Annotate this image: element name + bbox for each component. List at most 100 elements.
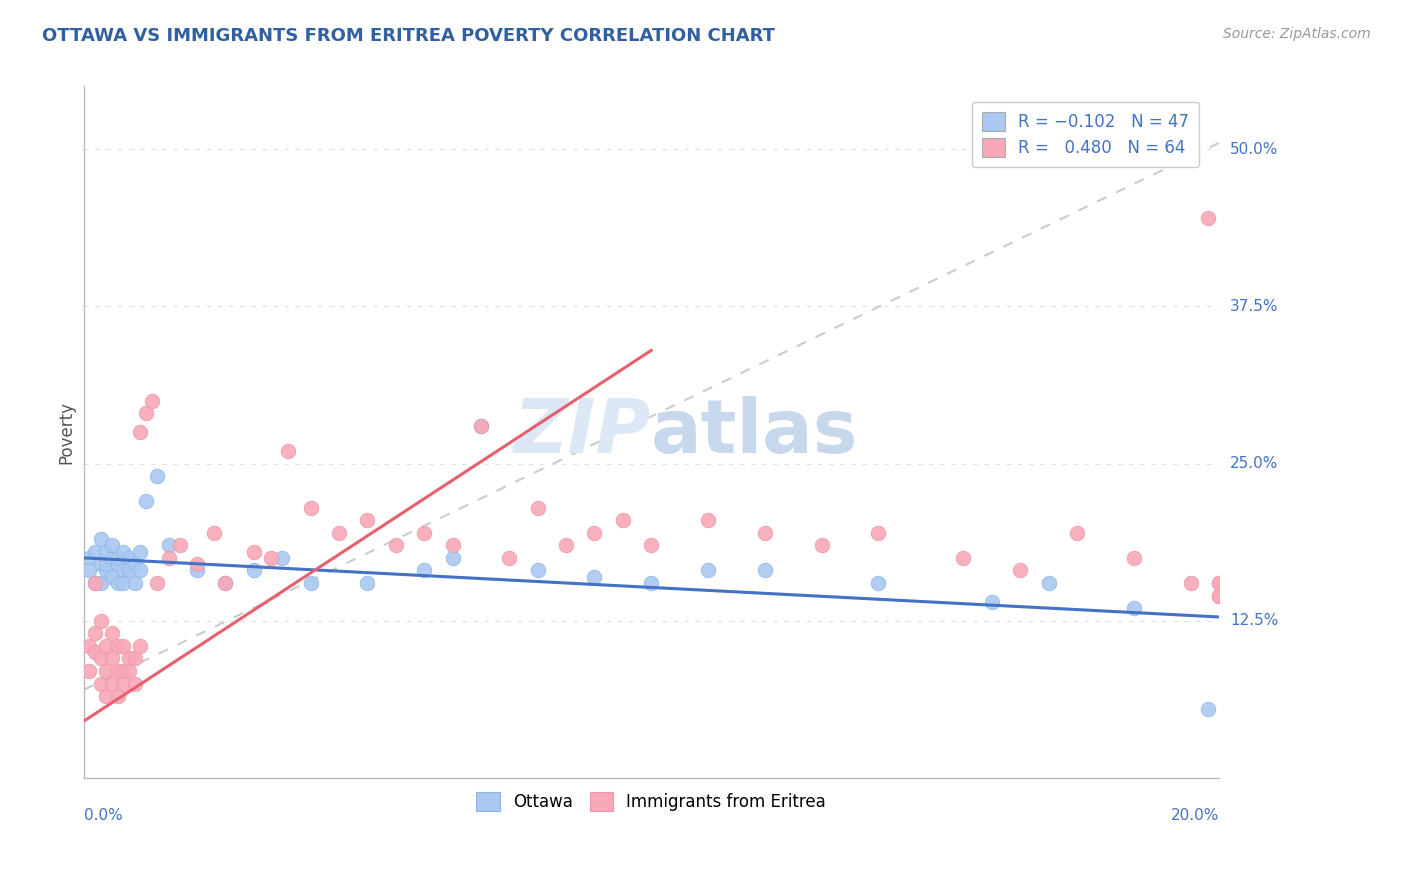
Point — [83, 626, 105, 640]
Point — [413, 564, 436, 578]
Point — [129, 639, 152, 653]
Point — [1122, 601, 1144, 615]
Point — [96, 639, 118, 653]
Point — [124, 651, 146, 665]
Point — [96, 564, 118, 578]
Text: 37.5%: 37.5% — [1230, 299, 1278, 314]
Point — [214, 576, 236, 591]
Point — [112, 564, 135, 578]
Point — [470, 418, 492, 433]
Point — [952, 550, 974, 565]
Point — [118, 564, 141, 578]
Point — [96, 664, 118, 678]
Point — [583, 525, 606, 540]
Point — [90, 676, 112, 690]
Point — [107, 639, 129, 653]
Point — [810, 538, 832, 552]
Point — [1208, 576, 1230, 591]
Point — [583, 570, 606, 584]
Point — [101, 570, 124, 584]
Point — [1197, 211, 1219, 226]
Point — [129, 544, 152, 558]
Point — [868, 525, 890, 540]
Point — [1208, 589, 1230, 603]
Point — [118, 550, 141, 565]
Point — [640, 576, 662, 591]
Point — [441, 538, 464, 552]
Point — [868, 576, 890, 591]
Point — [90, 532, 112, 546]
Point — [77, 664, 100, 678]
Point — [107, 557, 129, 571]
Point — [112, 544, 135, 558]
Point — [96, 689, 118, 703]
Text: Source: ZipAtlas.com: Source: ZipAtlas.com — [1223, 27, 1371, 41]
Point — [277, 444, 299, 458]
Y-axis label: Poverty: Poverty — [58, 401, 75, 464]
Text: 50.0%: 50.0% — [1230, 142, 1278, 157]
Point — [157, 538, 180, 552]
Point — [1208, 589, 1230, 603]
Point — [135, 494, 157, 508]
Point — [83, 576, 105, 591]
Point — [90, 614, 112, 628]
Point — [754, 564, 776, 578]
Text: atlas: atlas — [651, 396, 859, 468]
Point — [697, 564, 720, 578]
Point — [202, 525, 225, 540]
Point — [186, 564, 208, 578]
Point — [1208, 576, 1230, 591]
Point — [77, 550, 100, 565]
Point — [214, 576, 236, 591]
Point — [101, 626, 124, 640]
Point — [169, 538, 191, 552]
Legend: Ottawa, Immigrants from Eritrea: Ottawa, Immigrants from Eritrea — [470, 786, 832, 818]
Point — [101, 676, 124, 690]
Point — [612, 513, 634, 527]
Point — [1122, 550, 1144, 565]
Point — [135, 406, 157, 420]
Point — [77, 564, 100, 578]
Point — [146, 576, 169, 591]
Point — [96, 544, 118, 558]
Point — [356, 513, 378, 527]
Point — [90, 557, 112, 571]
Text: ZIP: ZIP — [515, 396, 651, 468]
Point — [83, 645, 105, 659]
Point — [1010, 564, 1032, 578]
Point — [124, 676, 146, 690]
Point — [328, 525, 350, 540]
Point — [101, 550, 124, 565]
Text: 12.5%: 12.5% — [1230, 614, 1278, 628]
Point — [1038, 576, 1060, 591]
Point — [271, 550, 294, 565]
Point — [157, 550, 180, 565]
Point — [101, 651, 124, 665]
Point — [107, 689, 129, 703]
Point — [141, 393, 163, 408]
Text: 20.0%: 20.0% — [1171, 808, 1219, 823]
Point — [498, 550, 520, 565]
Point — [299, 500, 322, 515]
Point — [107, 550, 129, 565]
Point — [124, 557, 146, 571]
Point — [1197, 702, 1219, 716]
Point — [1066, 525, 1088, 540]
Text: 25.0%: 25.0% — [1230, 456, 1278, 471]
Point — [118, 664, 141, 678]
Point — [441, 550, 464, 565]
Point — [77, 639, 100, 653]
Point — [112, 576, 135, 591]
Point — [526, 500, 548, 515]
Point — [555, 538, 578, 552]
Point — [112, 664, 135, 678]
Point — [526, 564, 548, 578]
Point — [146, 469, 169, 483]
Point — [118, 651, 141, 665]
Point — [243, 544, 266, 558]
Point — [1180, 576, 1202, 591]
Point — [186, 557, 208, 571]
Point — [243, 564, 266, 578]
Point — [112, 676, 135, 690]
Point — [356, 576, 378, 591]
